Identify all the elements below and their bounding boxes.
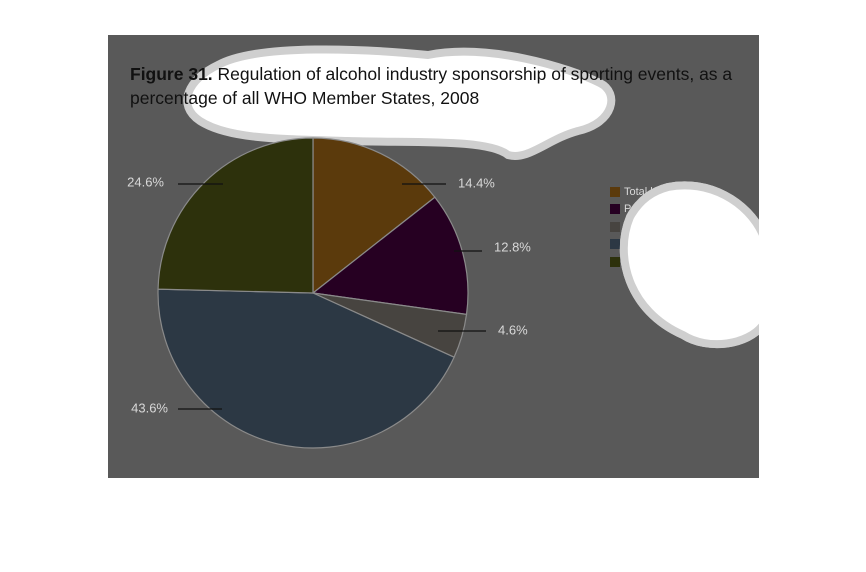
data-label-no-regulation: 43.6% — [131, 400, 168, 415]
legend-swatch-no-data-available — [610, 256, 620, 267]
data-label-partial-ban: 12.8% — [494, 239, 531, 254]
pie-slice-no-regulation — [157, 288, 455, 449]
legend-swatch-no-regulation — [610, 239, 620, 250]
data-label-self-regulation: 4.6% — [498, 322, 528, 337]
pie-slice-no-data-available — [157, 137, 314, 294]
legend-swatch-partial-ban — [610, 204, 620, 215]
figure-title: Figure 31. Regulation of alcohol industr… — [130, 62, 750, 110]
figure-label: Figure 31. — [130, 64, 213, 84]
redaction-blobs-overlay — [619, 181, 759, 349]
pie-chart: 14.4% 12.8% 4.6% 43.6% 24.6% — [127, 137, 531, 449]
data-label-total-ban: 14.4% — [458, 175, 495, 190]
pie-slice-partial-ban — [311, 196, 469, 316]
legend-swatch-total-ban — [610, 186, 620, 197]
legend-swatch-self-regulation — [610, 221, 620, 232]
redaction-blob-legend-overlay — [619, 181, 759, 349]
data-label-no-data-available: 24.6% — [127, 174, 164, 189]
redaction-blob-title — [183, 45, 616, 160]
pie-slice-total-ban — [312, 137, 436, 295]
figure-title-text: Regulation of alcohol industry sponsorsh… — [130, 64, 733, 108]
figure-panel: Figure 31. Regulation of alcohol industr… — [108, 35, 759, 478]
